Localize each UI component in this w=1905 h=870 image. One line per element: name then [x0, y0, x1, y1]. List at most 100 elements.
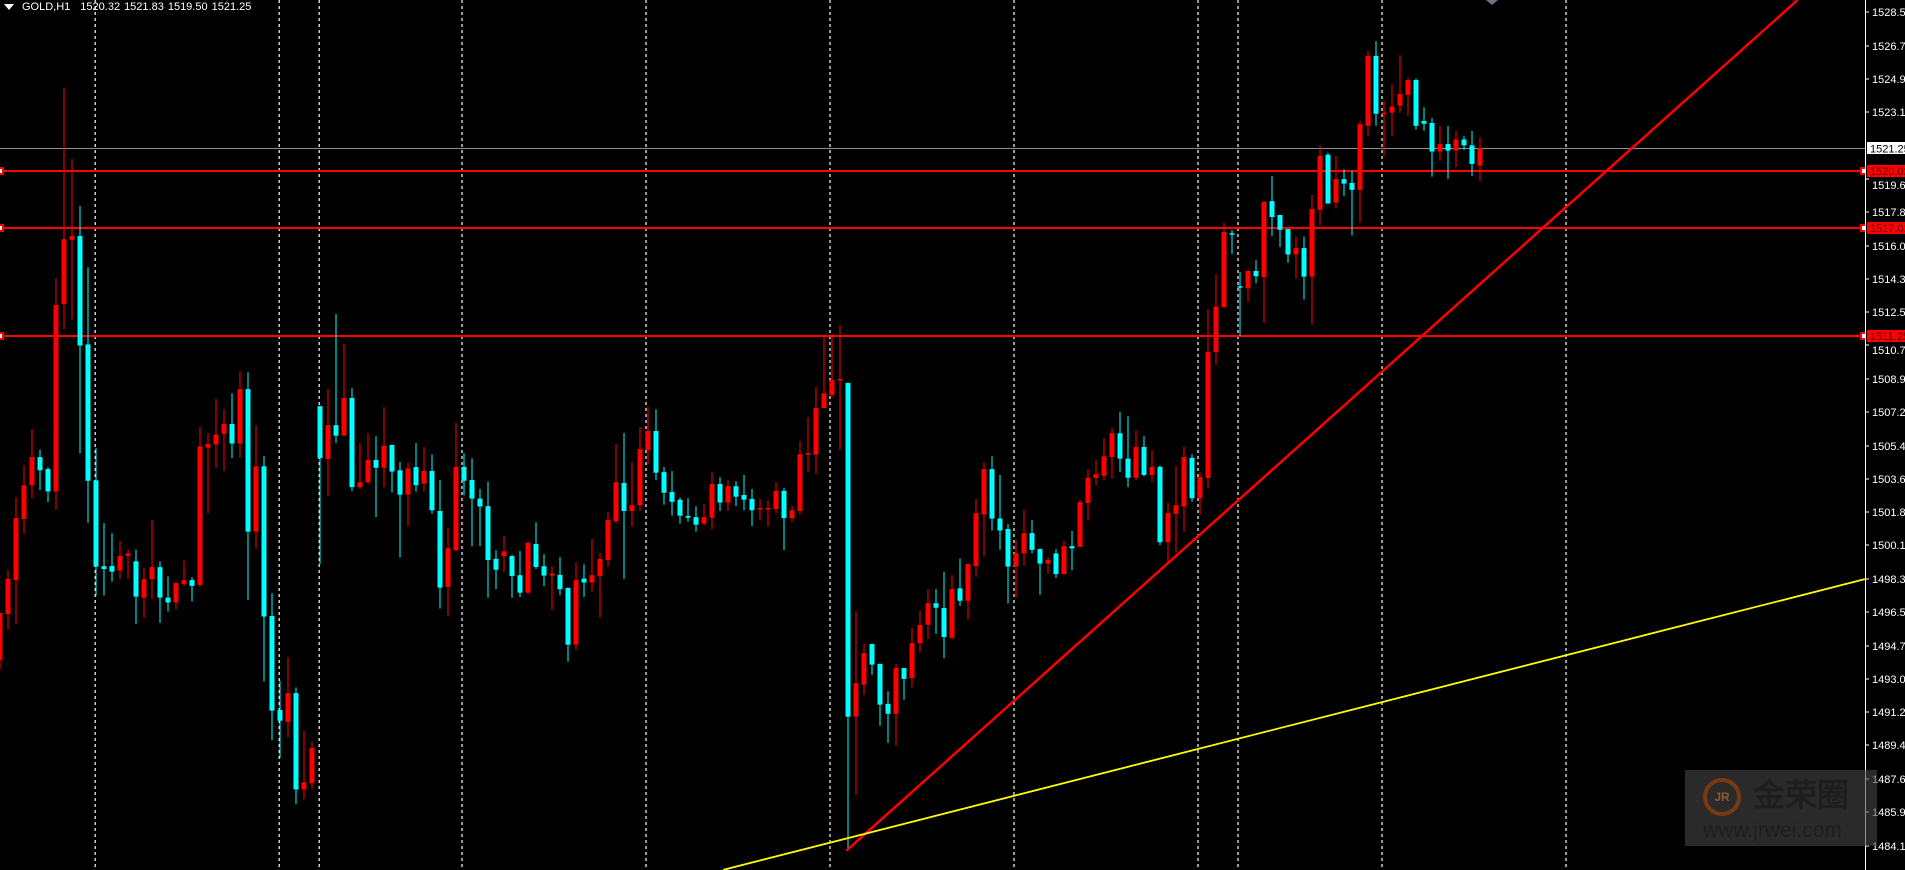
candle-body [1301, 248, 1307, 277]
candle-body [1109, 433, 1115, 458]
candle-body [101, 566, 107, 570]
candle [157, 561, 163, 623]
candle [1237, 272, 1243, 337]
dropdown-triangle-icon[interactable] [4, 4, 14, 10]
chart-header: GOLD,H1 1520.32 1521.83 1519.50 1521.25 [4, 1, 251, 13]
candle [389, 444, 395, 493]
candle-body [1205, 352, 1211, 478]
axis-tick-label: 1494.75 [1872, 641, 1905, 653]
candle-body [1453, 139, 1459, 151]
candle-body [1389, 106, 1395, 113]
candle-body [1085, 477, 1091, 503]
candle-body [165, 597, 171, 603]
candle-body [13, 518, 19, 581]
candle-body [125, 553, 131, 556]
candle [1293, 236, 1299, 279]
candle-body [21, 485, 27, 520]
candle [989, 456, 995, 531]
candle-body [789, 510, 795, 519]
candle [1413, 78, 1419, 130]
candle [245, 372, 251, 600]
candle-body [805, 453, 811, 455]
candle-body [413, 467, 419, 486]
candle [1437, 126, 1443, 161]
candle-body [581, 578, 587, 583]
candle-body [269, 615, 275, 711]
candle [877, 663, 883, 726]
candle [37, 449, 43, 490]
axis-tick-label: 1517.85 [1872, 207, 1905, 219]
candle-body [1317, 156, 1323, 210]
candle-body [1437, 144, 1443, 152]
candle-body [477, 498, 483, 507]
candle [653, 409, 659, 480]
candle-body [965, 563, 971, 601]
candle [789, 506, 795, 523]
candle [1109, 427, 1115, 479]
candle [637, 427, 643, 511]
candle-body [845, 382, 851, 717]
candle [565, 587, 571, 662]
candle-body [653, 430, 659, 473]
candle [1469, 130, 1475, 176]
candle [901, 667, 907, 700]
candle [1429, 118, 1435, 177]
candle-body [1045, 560, 1051, 564]
candle [917, 610, 923, 653]
candle-body [909, 643, 915, 679]
open-value: 1520.32 [80, 1, 121, 13]
candle [1157, 465, 1163, 546]
candle [229, 393, 235, 459]
line-price-label: 1511.25 [1870, 331, 1905, 343]
candle [1077, 500, 1083, 547]
candle [1309, 194, 1315, 325]
candle [85, 267, 91, 523]
candle [181, 560, 187, 586]
candle-body [1277, 215, 1283, 230]
candle [893, 663, 899, 746]
candle-body [317, 406, 323, 459]
candle [981, 462, 987, 557]
candle-body [333, 425, 339, 436]
candle-body [157, 567, 163, 598]
bid-price-label: 1521.25 [1870, 144, 1905, 156]
candle-body [837, 378, 843, 381]
candle [973, 498, 979, 577]
candle-body [821, 393, 827, 409]
candle [21, 465, 27, 535]
candle [1141, 436, 1147, 477]
candle-body [53, 304, 59, 492]
candle-body [973, 513, 979, 567]
candle-body [397, 470, 403, 495]
candle [333, 313, 339, 444]
watermark-logo-icon: JR [1703, 778, 1741, 816]
candle-body [325, 425, 331, 459]
candle-body [1189, 457, 1195, 499]
candle-body [1333, 179, 1339, 203]
candle [885, 691, 891, 743]
candle-body [701, 517, 707, 524]
candle-body [37, 457, 43, 471]
candle [957, 558, 963, 606]
candle-body [93, 480, 99, 567]
candle-body [277, 710, 283, 721]
candle [261, 456, 267, 682]
bid-price-tag [1867, 142, 1905, 154]
candle-body [285, 693, 291, 722]
trend-line-yellow[interactable] [722, 578, 1866, 870]
candle [277, 680, 283, 759]
candle [485, 481, 491, 598]
candle [1365, 51, 1371, 136]
candle-body [749, 498, 755, 511]
candle [757, 498, 763, 520]
trend-line-red[interactable] [845, 0, 1799, 852]
axis-tick-label: 1485.90 [1872, 807, 1905, 819]
candle [717, 477, 723, 511]
candle-body [741, 495, 747, 500]
chart-shift-marker-icon[interactable] [1486, 0, 1498, 5]
candle-body [1245, 270, 1251, 289]
candle-body [221, 424, 227, 434]
candle [197, 427, 203, 588]
candle [381, 407, 387, 488]
